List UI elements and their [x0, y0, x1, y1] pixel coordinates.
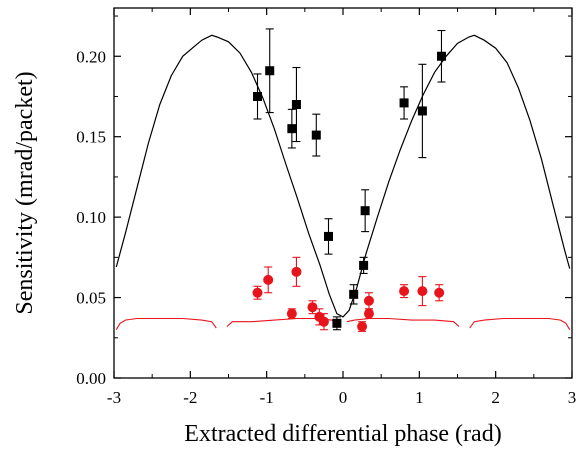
circle-marker: [399, 286, 410, 297]
y-tick-label: 0.15: [76, 128, 106, 147]
circle-marker-point: [307, 300, 318, 315]
circle-marker-point: [363, 292, 374, 310]
circle-marker-point: [286, 308, 297, 320]
square-marker: [291, 100, 301, 110]
square-marker: [311, 130, 321, 140]
axes: -3 -2 -1 0 1 2 3 0.00 0.05 0.10 0.15 0.20: [76, 8, 576, 407]
square-marker: [360, 206, 370, 216]
theory-curve: [115, 34, 571, 318]
square-marker: [359, 260, 369, 270]
circle-marker-point: [399, 284, 410, 299]
data-points: [252, 28, 446, 332]
square-marker-point: [287, 108, 297, 149]
circle-marker: [286, 308, 297, 319]
circle-marker: [434, 287, 445, 298]
square-marker-point: [291, 66, 301, 143]
circle-marker: [363, 308, 374, 319]
circle-marker: [357, 321, 368, 332]
y-tick-label: 0.00: [76, 369, 106, 388]
x-tick-label: 3: [568, 388, 576, 407]
circle-marker: [318, 316, 329, 327]
plot-frame: [113, 7, 573, 379]
x-tick-label: -1: [260, 388, 274, 407]
square-marker-point: [417, 63, 427, 159]
y-tick-label: 0.20: [76, 47, 106, 66]
noise-floor-curve: [226, 317, 340, 327]
square-marker: [399, 98, 409, 108]
noise-floor-curve: [469, 317, 571, 330]
noise-floor-curve: [115, 317, 217, 330]
circle-marker: [263, 274, 274, 285]
x-tick-label: 1: [415, 388, 424, 407]
square-marker: [287, 124, 297, 134]
x-tick-label: -3: [107, 388, 121, 407]
circle-marker: [363, 295, 374, 306]
x-tick-label: 0: [339, 388, 348, 407]
circle-marker-point: [434, 284, 445, 302]
circle-marker-point: [357, 321, 368, 332]
x-axis-title: Extracted differential phase (rad): [184, 421, 501, 447]
curves: [115, 34, 571, 330]
square-marker-point: [323, 218, 333, 255]
square-marker: [332, 318, 342, 328]
square-marker-point: [359, 256, 369, 274]
circle-marker-point: [363, 308, 374, 320]
circle-marker-point: [252, 285, 263, 300]
square-marker-point: [436, 29, 446, 83]
circle-marker: [307, 302, 318, 313]
circle-marker: [417, 286, 428, 297]
square-marker-point: [253, 73, 263, 120]
circle-marker-point: [263, 266, 274, 294]
circle-marker: [252, 287, 263, 298]
square-marker-point: [332, 316, 342, 331]
circle-marker-point: [417, 276, 428, 307]
circle-marker-point: [291, 256, 302, 287]
y-axis-title: Sensitivity (mrad/packet): [12, 71, 38, 314]
circle-marker-point: [318, 313, 329, 331]
x-tick-label: 2: [491, 388, 500, 407]
x-tick-label: -2: [183, 388, 197, 407]
square-marker-point: [265, 28, 275, 114]
circle-marker: [291, 266, 302, 277]
noise-floor-curve: [346, 317, 460, 327]
square-marker-point: [311, 113, 321, 157]
square-marker-point: [360, 189, 370, 233]
square-marker-point: [399, 86, 409, 120]
y-tick-label: 0.05: [76, 289, 106, 308]
square-marker: [265, 66, 275, 76]
square-marker: [349, 289, 359, 299]
y-tick-label: 0.10: [76, 208, 106, 227]
square-marker: [253, 91, 263, 101]
square-marker: [417, 106, 427, 116]
square-marker: [436, 51, 446, 61]
square-marker: [323, 231, 333, 241]
square-marker-point: [349, 284, 359, 305]
